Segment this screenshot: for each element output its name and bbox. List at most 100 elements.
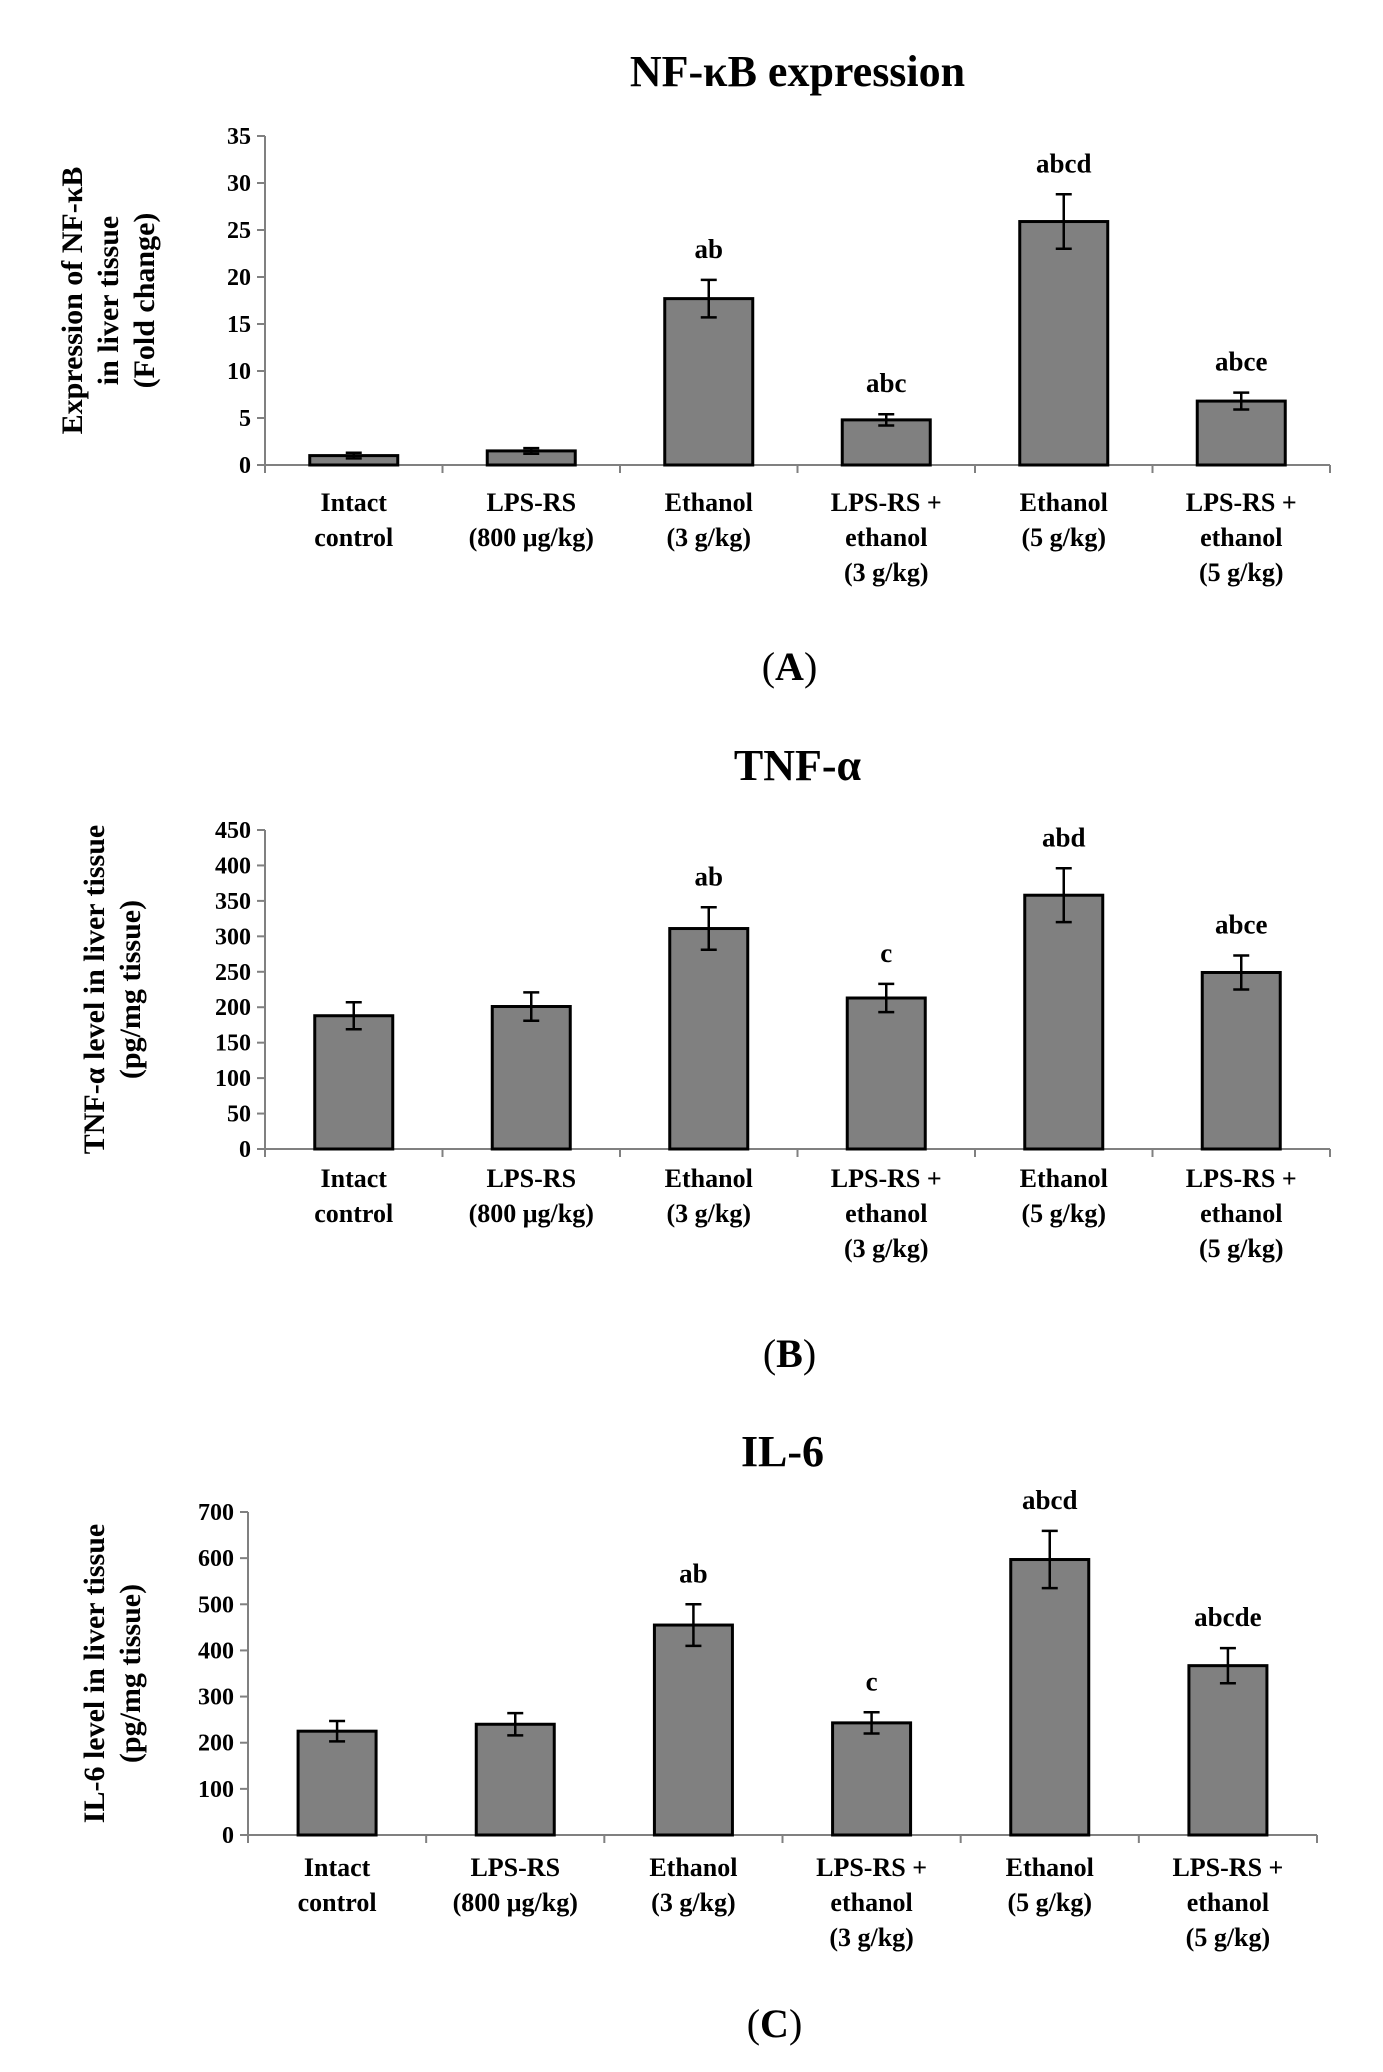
bar (296, 1729, 378, 1837)
significance-label: abcd (1022, 1485, 1078, 1515)
y-axis-label-line: (pg/mg tissue) (114, 900, 147, 1079)
panel-label-paren-open: ( (762, 644, 775, 689)
category-label: (3 g/kg) (667, 1199, 752, 1228)
category-label: (3 g/kg) (651, 1888, 736, 1917)
y-axis-label: TNF-α level in liver tissue (pg/mg tissue… (78, 825, 147, 1155)
category-label: Ethanol (665, 488, 753, 517)
category-label: Ethanol (1006, 1853, 1094, 1882)
y-axis-label-line: (Fold change) (128, 213, 161, 389)
y-tick-label: 250 (215, 960, 251, 986)
category-label: Ethanol (649, 1853, 737, 1882)
y-tick-label: 500 (198, 1592, 234, 1618)
bar (652, 1623, 734, 1837)
y-tick-label: 100 (215, 1066, 251, 1092)
bar (490, 1005, 572, 1151)
significance-label: c (880, 938, 892, 968)
category-label: ethanol (1200, 523, 1282, 552)
y-tick-label: 600 (198, 1546, 234, 1572)
significance-label: ab (679, 1558, 708, 1588)
chart-title: TNF-α (734, 741, 862, 790)
y-tick-label: 50 (227, 1102, 251, 1128)
bar (1009, 1558, 1091, 1837)
y-tick-label: 150 (215, 1031, 251, 1057)
category-label: (5 g/kg) (1186, 1923, 1271, 1952)
y-axis-label: IL-6 level in liver tissue (pg/mg tissue) (78, 1524, 147, 1823)
y-tick-label: 200 (198, 1731, 234, 1757)
significance-label: abc (866, 368, 907, 398)
significance-label: abcd (1036, 148, 1092, 178)
chart-panel-a: NF-κB expression 0 5 10 15 20 25 30 35 Expression… (56, 47, 1331, 689)
bar (668, 927, 750, 1151)
category-label: ethanol (1187, 1888, 1269, 1917)
bar (663, 297, 755, 467)
category-label: ethanol (845, 1199, 927, 1228)
panel-label: (B) (763, 1331, 816, 1376)
category-label: (5 g/kg) (1022, 1199, 1107, 1228)
category-label: (3 g/kg) (844, 1234, 929, 1263)
category-label: ethanol (1200, 1199, 1282, 1228)
bar (1187, 1664, 1269, 1837)
y-axis-label-line: Expression of NF-κB (56, 167, 89, 435)
chart-panel-b: TNF-α 0 50 100 150 200 250 300 350 400 450 TNF-α le… (78, 741, 1331, 1376)
category-label: LPS-RS + (831, 1164, 942, 1193)
panel-label-paren-open: ( (747, 2001, 760, 2046)
panel-label-paren-open: ( (763, 1331, 776, 1376)
category-label: LPS-RS (486, 488, 576, 517)
y-tick-label: 0 (239, 453, 251, 479)
category-label: Intact (304, 1853, 371, 1882)
y-tick-label: 15 (227, 312, 251, 338)
y-axis-label: Expression of NF-κB in liver tissue (Fold … (56, 167, 161, 435)
category-label: (5 g/kg) (1199, 1234, 1284, 1263)
y-axis-label-line: in liver tissue (92, 216, 125, 385)
chart-title: NF-κB expression (630, 47, 965, 96)
y-tick-label: 30 (227, 171, 251, 197)
y-tick-label: 10 (227, 359, 251, 385)
significance-label: abce (1215, 909, 1268, 939)
category-label: ethanol (845, 523, 927, 552)
panel-label: (A) (762, 644, 818, 689)
significance-label: ab (694, 234, 723, 264)
bar (845, 996, 927, 1151)
significance-label: c (866, 1666, 878, 1696)
y-tick-label: 20 (227, 265, 251, 291)
category-label: Intact (321, 1164, 388, 1193)
y-tick-label: 300 (198, 1685, 234, 1711)
panel-label-letter: C (760, 2001, 789, 2046)
chart-title: IL-6 (741, 1427, 824, 1476)
y-tick-label: 300 (215, 924, 251, 950)
bar (1018, 220, 1110, 467)
y-tick-label: 200 (215, 995, 251, 1021)
y-tick-label: 25 (227, 218, 251, 244)
y-tick-label: 450 (215, 818, 251, 844)
y-tick-label: 35 (227, 124, 251, 150)
category-label: ethanol (830, 1888, 912, 1917)
panel-label-letter: A (775, 644, 804, 689)
bar (474, 1722, 556, 1837)
y-tick-label: 5 (239, 406, 251, 432)
y-axis-label-line: TNF-α level in liver tissue (78, 825, 111, 1155)
bar (840, 418, 932, 467)
category-label: (5 g/kg) (1008, 1888, 1093, 1917)
category-label: (5 g/kg) (1022, 523, 1107, 552)
category-label: control (298, 1888, 377, 1917)
y-axis-label-line: IL-6 level in liver tissue (78, 1524, 111, 1823)
category-label: (800 μg/kg) (453, 1888, 578, 1917)
bar (313, 1014, 395, 1151)
category-label: LPS-RS (486, 1164, 576, 1193)
category-label: LPS-RS + (1172, 1853, 1283, 1882)
panel-label: (C) (747, 2001, 803, 2046)
category-label: (3 g/kg) (844, 558, 929, 587)
chart-panel-c: IL-6 0 100 200 300 400 500 600 700 IL-6 level in … (78, 1427, 1318, 2046)
category-label: LPS-RS + (1186, 488, 1297, 517)
significance-label: abce (1215, 347, 1268, 377)
y-tick-label: 0 (239, 1137, 251, 1163)
category-label: (3 g/kg) (829, 1923, 914, 1952)
y-tick-label: 700 (198, 1500, 234, 1526)
bar (1200, 970, 1282, 1151)
y-tick-label: 100 (198, 1777, 234, 1803)
category-label: (5 g/kg) (1199, 558, 1284, 587)
panel-label-paren-close: ) (789, 2001, 802, 2046)
category-label: (800 μg/kg) (469, 1199, 594, 1228)
significance-label: abcde (1194, 1602, 1262, 1632)
